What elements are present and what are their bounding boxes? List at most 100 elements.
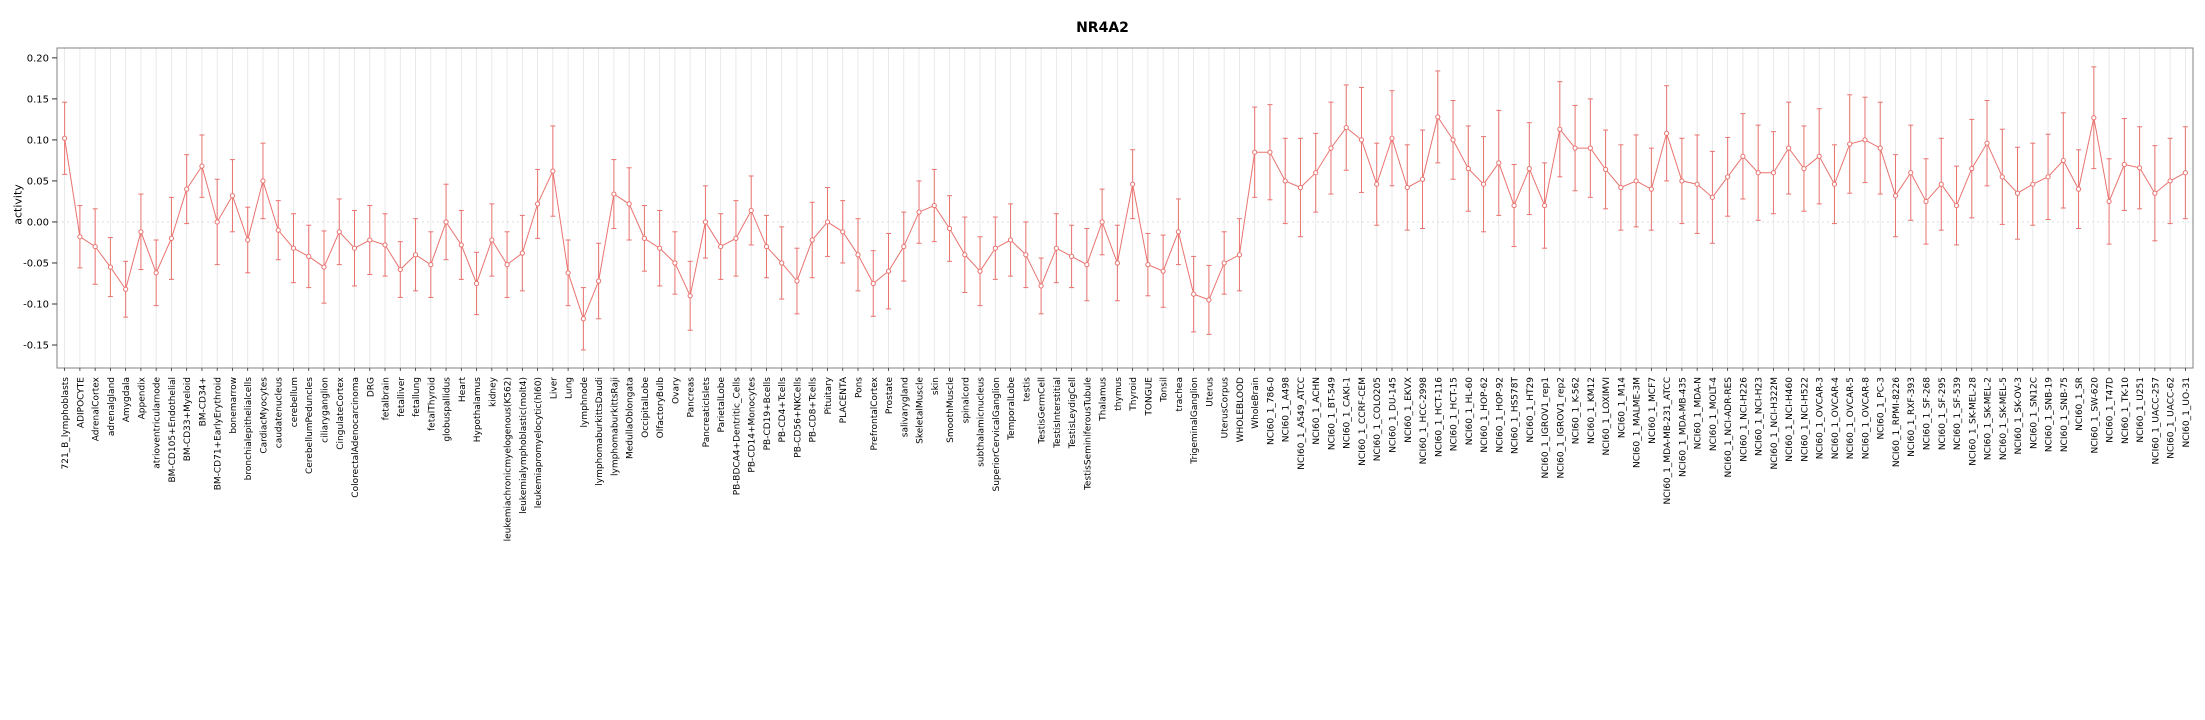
- x-tick-label: PB-CD8+Tcells: [809, 377, 819, 443]
- data-point: [2106, 198, 2112, 205]
- data-point: [382, 242, 388, 248]
- x-tick-label: Prostate: [885, 377, 895, 415]
- data-point: [2060, 157, 2066, 164]
- x-tick-label: ParietalLobe: [717, 377, 727, 433]
- x-tick-label: NCI60_1_BT-549: [1327, 377, 1337, 450]
- x-tick-label: ColorectalAdenocarcinoma: [351, 377, 361, 498]
- x-tick-label: PB-BDCA4+Dentritic_Cells: [732, 377, 742, 496]
- x-tick-label: SmoothMuscle: [946, 377, 956, 443]
- x-tick-label: caudatenucleus: [275, 377, 285, 449]
- x-tick-label: NCI60_1_OVCAR-5: [1846, 377, 1856, 459]
- x-tick-label: lymphomaburkittsDaudi: [595, 377, 605, 486]
- data-point: [901, 243, 907, 250]
- data-point: [184, 186, 190, 192]
- x-tick-label: NCI60_1_OVCAR-4: [1831, 377, 1841, 460]
- data-point: [931, 202, 937, 209]
- x-tick-label: atrioventricularnode: [153, 377, 163, 469]
- x-tick-label: NCI60_1_K-562: [1572, 377, 1582, 444]
- data-point: [1633, 178, 1639, 184]
- x-tick-label: NCI60_1_M14: [1617, 377, 1627, 438]
- x-tick-label: NCI60_1_DU-145: [1389, 377, 1399, 453]
- data-point: [1862, 137, 1868, 143]
- data-point: [1007, 237, 1014, 243]
- data-point: [1267, 149, 1273, 155]
- data-point: [1770, 170, 1777, 176]
- x-tick-label: NCI60_1_SN12C: [2029, 377, 2039, 449]
- x-tick-label: BM-CD34+: [198, 377, 208, 426]
- x-tick-label: NCI60_1_SF-268: [1923, 377, 1933, 450]
- data-point: [1053, 245, 1059, 251]
- data-point: [351, 245, 358, 251]
- data-point: [1419, 176, 1426, 182]
- data-point: [306, 253, 312, 260]
- data-point: [260, 178, 266, 184]
- x-tick-label: NCI60_1_UO-31: [2182, 377, 2192, 447]
- x-tick-label: ADIPOCYTE: [76, 377, 86, 428]
- x-tick-label: NCI60_1_MDA-MB-435: [1678, 377, 1688, 477]
- x-tick-label: Appendix: [137, 376, 147, 419]
- data-point: [1099, 219, 1105, 225]
- x-tick-label: spinalcord: [961, 377, 971, 423]
- data-point: [1938, 181, 1944, 187]
- data-point: [321, 264, 327, 270]
- x-tick-label: NCI60_1_OVCAR-8: [1861, 377, 1871, 460]
- data-point: [1831, 181, 1838, 187]
- x-tick-label: Pancreas: [687, 377, 697, 418]
- x-tick-label: fetalliver: [397, 377, 407, 417]
- x-tick-label: NCI60_1_NCI-H226: [1739, 377, 1749, 462]
- x-tick-label: subthalamicnucleus: [977, 377, 987, 467]
- x-tick-label: NCI60_1_SW-620: [2090, 377, 2100, 454]
- x-tick-label: fetallung: [412, 377, 422, 417]
- data-point: [977, 268, 983, 274]
- x-tick-label: NCI60_1_TK-10: [2121, 377, 2131, 444]
- x-tick-label: kidney: [488, 376, 498, 407]
- x-tick-label: NCI60_1_HCC-2998: [1419, 377, 1429, 465]
- data-point: [1435, 114, 1441, 120]
- x-tick-label: NCI60_1_UACC-62: [2167, 377, 2177, 459]
- x-axis-labels: 721_B_lymphoblasts ADIPOCYTE AdrenalCortex…: [61, 368, 2192, 541]
- data-point: [504, 262, 510, 268]
- data-point: [458, 242, 464, 248]
- x-tick-label: fetalbrain: [382, 377, 392, 420]
- data-point: [855, 252, 861, 258]
- x-tick-label: Pituitary: [824, 376, 834, 414]
- data-point: [1725, 174, 1731, 180]
- data-point: [153, 270, 159, 276]
- data-point: [1664, 130, 1670, 136]
- data-point: [1145, 262, 1151, 268]
- x-tick-label: OlfactoryBulb: [656, 377, 666, 439]
- x-tick-label: NCI60_1_786-0: [1266, 377, 1276, 445]
- data-point: [2091, 115, 2097, 121]
- x-tick-label: NCI60_1_NCI-H460: [1785, 377, 1795, 462]
- data-point: [657, 245, 663, 251]
- x-tick-label: NCI60_1_NCI-H522: [1800, 377, 1810, 462]
- x-tick-label: NCI60_1_SK-MEL-28: [1968, 377, 1978, 466]
- x-tick-label: TestisInterstitial: [1053, 377, 1063, 449]
- x-tick-label: TestisGermCell: [1038, 377, 1048, 445]
- x-tick-label: NCI60_1_MDA-N: [1694, 377, 1704, 449]
- data-point: [77, 234, 83, 240]
- data-point: [1679, 178, 1685, 184]
- x-tick-label: lymphomaburkittsRaji: [610, 377, 620, 476]
- data-point: [1252, 149, 1258, 155]
- x-tick-label: Tonsil: [1160, 377, 1170, 403]
- x-tick-label: SuperiorCervicalGanglion: [992, 377, 1002, 492]
- x-tick-label: NCI60_1_PC-3: [1877, 377, 1887, 440]
- data-point: [1404, 184, 1410, 191]
- data-point: [748, 207, 754, 214]
- x-tick-label: NCI60_1_SR: [2075, 377, 2085, 431]
- x-tick-label: PrefrontalCortex: [870, 376, 880, 450]
- data-point: [718, 243, 724, 250]
- x-tick-label: OccipitalLobe: [641, 377, 651, 438]
- x-tick-label: CingulateCortex: [336, 376, 346, 449]
- data-point: [535, 201, 541, 207]
- data-point: [2014, 190, 2021, 196]
- data-point: [870, 280, 876, 287]
- data-point: [1755, 170, 1761, 176]
- data-point: [1999, 174, 2005, 180]
- x-tick-label: NCI60_1_SF-539: [1953, 377, 1963, 450]
- data-point: [1328, 145, 1334, 151]
- y-tick-label: 0.05: [27, 176, 49, 187]
- data-point: [519, 250, 525, 256]
- x-tick-label: NCI60_1_KM12: [1587, 377, 1597, 444]
